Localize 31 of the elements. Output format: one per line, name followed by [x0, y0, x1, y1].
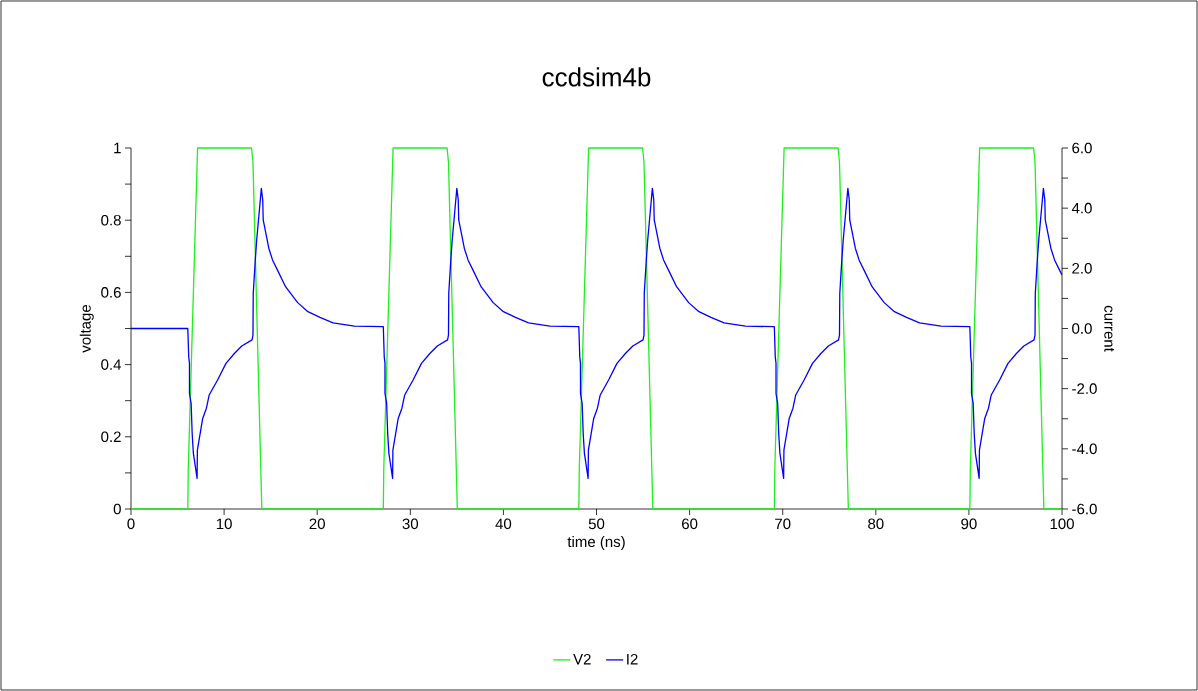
y-tick-label: 0.2 — [101, 431, 121, 443]
x-tick-label: 80 — [868, 518, 884, 530]
x-tick-label: 20 — [309, 518, 325, 530]
legend-label: I2 — [627, 653, 638, 665]
y-tick-label: 0.4 — [101, 359, 122, 370]
x-tick-label: 50 — [588, 518, 605, 530]
y2-tick-label: -4.0 — [1072, 443, 1097, 455]
x-tick-label: 90 — [961, 518, 977, 530]
y2-tick-label: 4.0 — [1071, 202, 1092, 214]
y2-tick-label: 2.0 — [1072, 263, 1092, 274]
legend-label: V2 — [573, 653, 591, 665]
y-tick-label: 1 — [114, 142, 121, 154]
y-tick-label: 0 — [113, 503, 121, 515]
chart-title: ccdsim4b — [542, 67, 651, 87]
x-tick-label: 30 — [402, 518, 419, 530]
y2-tick-label: 0.0 — [1072, 323, 1092, 334]
y-tick-label: 0.6 — [101, 287, 121, 298]
y2-tick-label: 6.0 — [1072, 142, 1092, 154]
y2-axis-title: current — [1104, 305, 1115, 352]
x-tick-label: 40 — [495, 518, 512, 530]
x-tick-label: 70 — [775, 518, 791, 530]
y2-tick-label: -6.0 — [1072, 503, 1097, 515]
x-tick-label: 10 — [216, 518, 232, 530]
x-axis-title: time (ns) — [567, 536, 625, 550]
x-tick-label: 100 — [1050, 518, 1074, 530]
y2-tick-label: -2.0 — [1072, 383, 1097, 394]
y-tick-label: 0.8 — [101, 214, 121, 226]
x-tick-label: 60 — [682, 518, 698, 530]
line-series — [131, 187, 1063, 479]
x-tick-label: 0 — [127, 518, 135, 530]
y-axis-title: voltage — [79, 304, 94, 353]
